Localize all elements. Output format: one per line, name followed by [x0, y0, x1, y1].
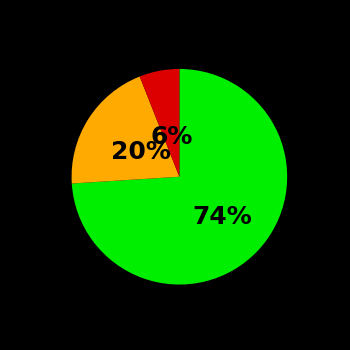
Text: 6%: 6% — [150, 125, 193, 148]
Text: 20%: 20% — [111, 140, 171, 164]
Wedge shape — [72, 77, 179, 183]
Wedge shape — [72, 69, 287, 285]
Text: 74%: 74% — [193, 205, 252, 229]
Wedge shape — [140, 69, 180, 177]
